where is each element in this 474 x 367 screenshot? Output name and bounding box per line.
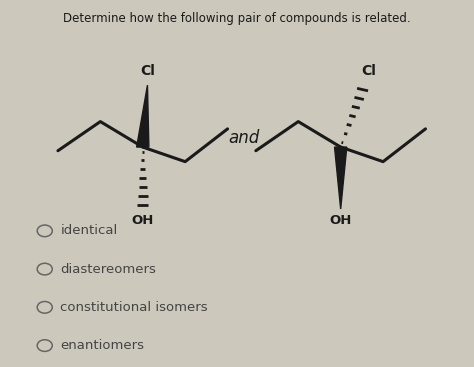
Text: Cl: Cl (140, 64, 155, 78)
Text: Cl: Cl (362, 64, 376, 78)
Text: diastereomers: diastereomers (60, 263, 156, 276)
Text: enantiomers: enantiomers (60, 339, 144, 352)
Text: and: and (228, 129, 260, 147)
Text: constitutional isomers: constitutional isomers (60, 301, 208, 314)
Polygon shape (137, 85, 149, 147)
Polygon shape (335, 147, 347, 209)
Text: Determine how the following pair of compounds is related.: Determine how the following pair of comp… (63, 12, 411, 25)
Text: OH: OH (132, 214, 154, 228)
Text: identical: identical (60, 224, 118, 237)
Text: OH: OH (329, 214, 352, 228)
